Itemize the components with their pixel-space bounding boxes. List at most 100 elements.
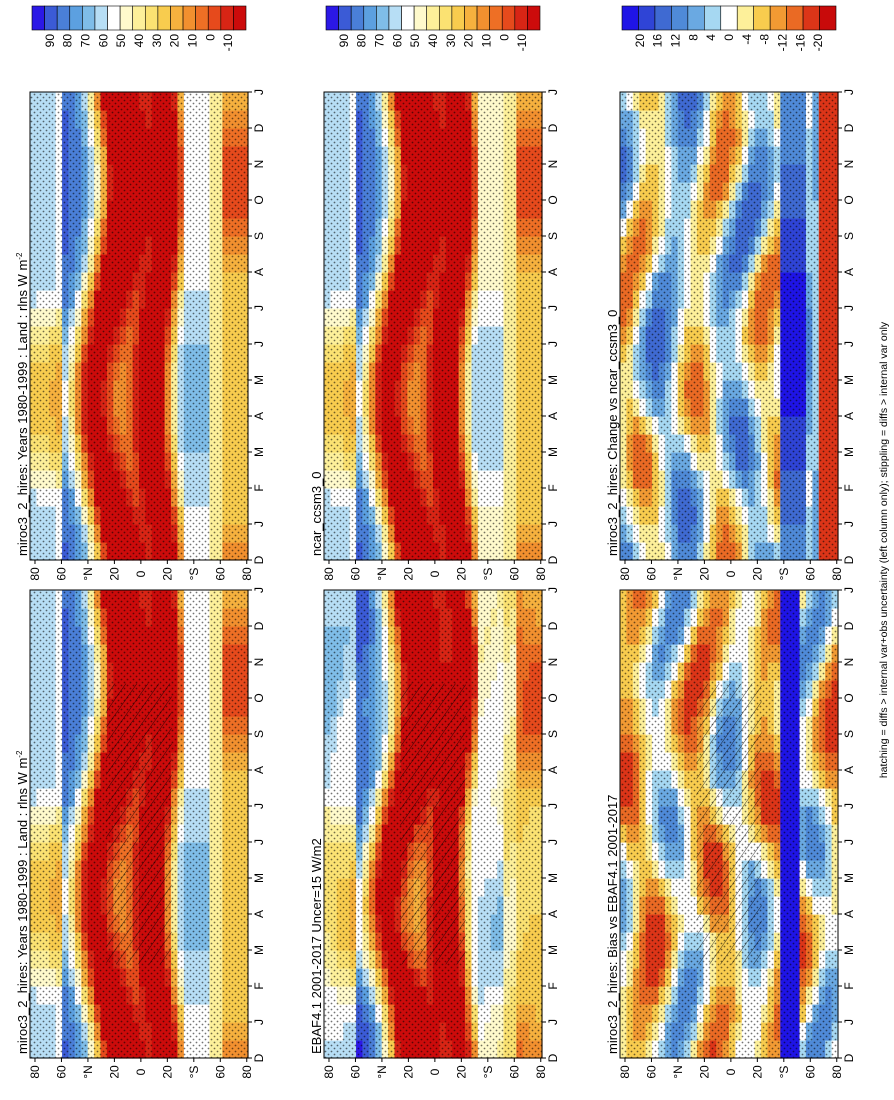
- month-tick-label: M: [252, 873, 266, 883]
- plot-frame: [323, 589, 543, 1059]
- month-tick-label: A: [252, 268, 266, 276]
- latitude-tick-label: °S: [481, 1066, 495, 1079]
- latitude-tick-label: 80: [240, 1065, 254, 1079]
- title-superscript: -2: [15, 750, 24, 758]
- month-tick-label: J: [546, 89, 560, 95]
- month-tick-label: A: [252, 412, 266, 420]
- month-tick-label: A: [546, 766, 560, 774]
- month-tick-label: J: [842, 839, 856, 845]
- colorbar-swatch: [144, 5, 159, 31]
- colorbar-tick-label: 10: [480, 34, 494, 48]
- month-tick-label: D: [546, 621, 560, 630]
- colorbar-tick-label: 20: [168, 34, 182, 48]
- latitude-tick-label: 60: [348, 1065, 362, 1079]
- month-tick-label: J: [546, 587, 560, 593]
- colorbar-tick-label: 90: [337, 34, 351, 48]
- latitude-tick-label: °N: [375, 567, 389, 580]
- colorbar-swatch: [388, 5, 402, 31]
- month-tick-label: J: [546, 803, 560, 809]
- colorbar-swatch: [325, 5, 339, 31]
- colorbar-swatch: [489, 5, 503, 31]
- colorbar-tick-label: 30: [150, 34, 164, 48]
- latitude-tick-label: 80: [28, 1065, 42, 1079]
- month-tick-label: S: [842, 730, 856, 738]
- latitude-tick-label: °N: [81, 567, 95, 580]
- month-tick-label: M: [252, 447, 266, 457]
- month-tick-label: N: [252, 160, 266, 169]
- latitude-tick-label: 60: [213, 567, 227, 581]
- colorbar-swatch: [119, 5, 134, 31]
- panel-title: miroc3_2_hires: Bias vs EBAF4.1 2001-201…: [605, 795, 620, 1054]
- month-tick-label: F: [252, 982, 266, 989]
- month-tick-label: O: [252, 693, 266, 702]
- month-tick-label: D: [546, 555, 560, 564]
- colorbar-tick-label: 70: [373, 34, 387, 48]
- latitude-tick-label: 20: [697, 1065, 711, 1079]
- month-tick-label: O: [842, 693, 856, 702]
- colorbar-tick-label: 20: [462, 34, 476, 48]
- colorbar-swatch: [107, 5, 121, 31]
- month-tick-label: J: [252, 803, 266, 809]
- latitude-tick-label: °S: [481, 568, 495, 581]
- panel-title: miroc3_2_hires: Years 1980-1999 : Land :…: [15, 750, 30, 1054]
- colorbar-tick-label: 50: [114, 34, 128, 48]
- colorbar-swatch: [527, 5, 541, 31]
- month-tick-label: A: [546, 268, 560, 276]
- colorbar-swatch: [82, 5, 96, 31]
- colorbar-tick-label: 90: [43, 34, 57, 48]
- latitude-tick-label: 20: [454, 1065, 468, 1079]
- colorbar-swatch: [350, 5, 365, 31]
- colorbar-swatch: [413, 5, 428, 31]
- month-tick-label: A: [546, 910, 560, 918]
- latitude-tick-label: °S: [777, 1066, 791, 1079]
- month-tick-label: O: [252, 195, 266, 204]
- month-tick-label: J: [252, 521, 266, 527]
- latitude-tick-label: 60: [54, 567, 68, 581]
- stippling-overlay: [30, 92, 248, 560]
- latitude-tick-label: 0: [134, 570, 148, 577]
- month-tick-label: J: [252, 1019, 266, 1025]
- month-tick-label: M: [546, 945, 560, 955]
- colorbar-tick-label: 0: [203, 34, 217, 41]
- colorbar-swatch: [514, 5, 528, 31]
- latitude-tick-label: 20: [454, 567, 468, 581]
- colorbar-swatch: [31, 5, 45, 31]
- month-tick-label: D: [546, 123, 560, 132]
- colorbar-swatch: [56, 5, 71, 31]
- latitude-tick-label: 60: [644, 1065, 658, 1079]
- colorbar-swatch: [338, 5, 352, 31]
- colorbar-swatch: [157, 5, 171, 31]
- latitude-tick-label: 20: [750, 1065, 764, 1079]
- month-tick-label: D: [252, 123, 266, 132]
- latitude-tick-label: 80: [830, 1065, 844, 1079]
- colorbar-tick-label: -10: [515, 34, 529, 52]
- month-tick-label: M: [546, 873, 560, 883]
- latitude-tick-label: 20: [160, 567, 174, 581]
- title-superscript: -2: [15, 252, 24, 260]
- month-tick-label: J: [546, 305, 560, 311]
- month-tick-label: M: [842, 873, 856, 883]
- month-tick-label: M: [842, 945, 856, 955]
- latitude-tick-label: 80: [618, 1065, 632, 1079]
- latitude-tick-label: 20: [401, 567, 415, 581]
- latitude-tick-label: 0: [428, 1068, 442, 1075]
- colorbar-swatch: [207, 5, 222, 31]
- colorbar-tick-label: 60: [390, 34, 404, 48]
- month-tick-label: F: [546, 982, 560, 989]
- colorbar-swatch: [44, 5, 58, 31]
- latitude-tick-label: 60: [54, 1065, 68, 1079]
- latitude-tick-label: °S: [187, 568, 201, 581]
- month-tick-label: J: [546, 1019, 560, 1025]
- latitude-tick-label: 20: [401, 1065, 415, 1079]
- latitude-tick-label: °S: [187, 1066, 201, 1079]
- latitude-tick-label: 0: [134, 1068, 148, 1075]
- month-tick-label: F: [842, 982, 856, 989]
- stippling-overlay: [324, 92, 542, 560]
- latitude-tick-label: 60: [213, 1065, 227, 1079]
- month-tick-label: J: [252, 305, 266, 311]
- colorbar-tick-label: 80: [355, 34, 369, 48]
